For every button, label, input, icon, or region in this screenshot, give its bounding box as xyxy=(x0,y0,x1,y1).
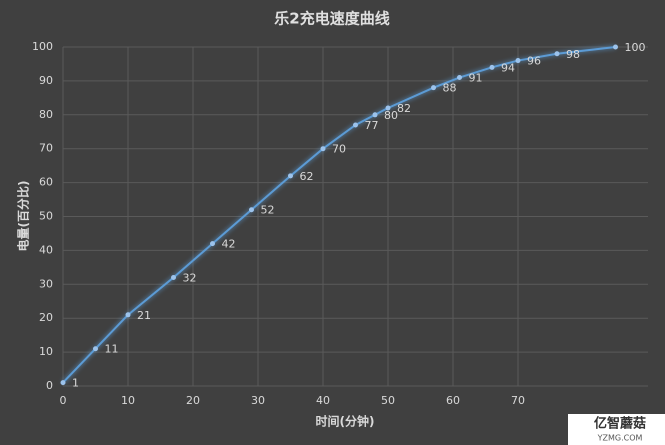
y-tick-label: 80 xyxy=(39,108,53,121)
data-label: 11 xyxy=(105,343,119,356)
y-tick-label: 60 xyxy=(39,176,53,189)
data-point xyxy=(210,241,215,247)
x-tick-label: 0 xyxy=(60,394,67,407)
data-point xyxy=(515,58,521,64)
data-label: 70 xyxy=(332,143,346,156)
x-tick-label: 40 xyxy=(316,394,330,407)
y-tick-label: 10 xyxy=(39,345,53,358)
data-label: 100 xyxy=(625,41,646,54)
y-axis-label: 电量(百分比) xyxy=(16,181,31,252)
x-axis-label: 时间(分钟) xyxy=(316,414,375,429)
data-label: 98 xyxy=(566,48,580,61)
watermark-url: YZMG.COM xyxy=(597,434,643,443)
y-tick-label: 70 xyxy=(39,142,53,155)
y-tick-label: 0 xyxy=(46,379,53,392)
x-tick-label: 60 xyxy=(446,394,460,407)
watermark-text: 亿智蘑菇 xyxy=(594,416,646,432)
data-point xyxy=(385,105,391,111)
data-point xyxy=(613,44,618,50)
y-tick-label: 100 xyxy=(32,40,53,53)
data-label: 94 xyxy=(501,61,515,74)
y-tick-label: 20 xyxy=(39,311,53,324)
watermark: 亿智蘑菇 YZMG.COM xyxy=(568,414,665,445)
data-point xyxy=(554,51,560,57)
data-point xyxy=(489,64,495,70)
y-tick-label: 40 xyxy=(39,243,53,256)
data-point xyxy=(288,173,293,179)
data-label: 62 xyxy=(300,170,314,183)
data-point xyxy=(457,75,462,81)
data-point xyxy=(249,207,254,213)
data-label: 88 xyxy=(443,82,457,95)
y-tick-label: 30 xyxy=(39,277,53,290)
data-label: 1 xyxy=(72,377,79,390)
data-label: 82 xyxy=(397,102,411,115)
x-tick-label: 50 xyxy=(381,394,395,407)
data-label: 80 xyxy=(384,109,398,122)
x-tick-label: 20 xyxy=(186,394,200,407)
data-label: 91 xyxy=(469,72,483,85)
data-point xyxy=(93,346,98,352)
data-label: 32 xyxy=(183,272,197,285)
data-point xyxy=(171,275,176,281)
y-tick-label: 90 xyxy=(39,74,53,87)
watermark-box xyxy=(568,414,665,445)
data-point xyxy=(320,146,326,152)
x-tick-label: 30 xyxy=(251,394,265,407)
x-tick-label: 70 xyxy=(511,394,525,407)
chart-title: 乐2充电速度曲线 xyxy=(274,10,389,28)
data-label: 77 xyxy=(365,119,379,132)
data-label: 96 xyxy=(527,55,541,68)
data-label: 52 xyxy=(261,204,275,217)
data-point xyxy=(353,122,358,128)
x-tick-label: 10 xyxy=(121,394,135,407)
data-point xyxy=(372,112,378,118)
y-tick-label: 50 xyxy=(39,210,53,223)
data-point xyxy=(431,85,436,91)
data-point xyxy=(125,312,131,318)
data-label: 42 xyxy=(222,238,236,251)
data-label: 21 xyxy=(137,309,151,322)
data-point xyxy=(60,380,66,386)
